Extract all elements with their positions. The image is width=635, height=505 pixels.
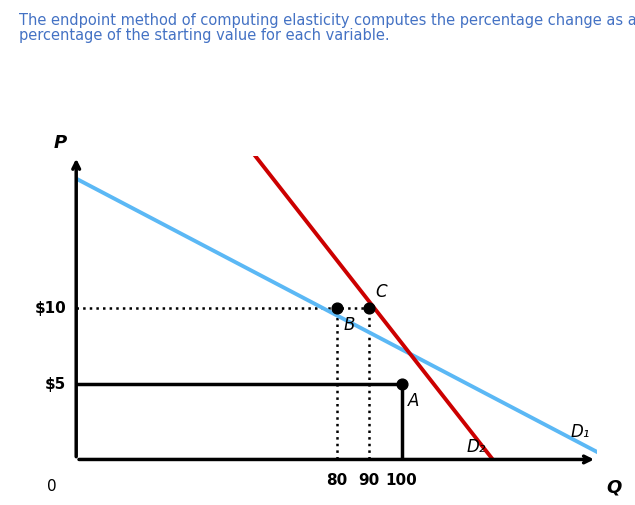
Point xyxy=(364,304,374,312)
Text: 0: 0 xyxy=(47,478,57,493)
Text: B: B xyxy=(343,316,354,334)
Text: Q: Q xyxy=(606,478,622,496)
Text: 100: 100 xyxy=(385,472,417,487)
Text: D₂: D₂ xyxy=(467,437,486,455)
Point xyxy=(331,304,342,312)
Text: P: P xyxy=(53,134,67,152)
Text: 90: 90 xyxy=(359,472,380,487)
Text: $5: $5 xyxy=(45,376,67,391)
Text: D₁: D₁ xyxy=(571,422,591,440)
Text: $10: $10 xyxy=(35,300,67,316)
Text: percentage of the starting value for each variable.: percentage of the starting value for eac… xyxy=(19,28,390,43)
Text: A: A xyxy=(408,391,420,410)
Text: The endpoint method of computing elasticity computes the percentage change as a: The endpoint method of computing elastic… xyxy=(19,13,635,28)
Point xyxy=(396,380,406,388)
Text: C: C xyxy=(375,282,387,300)
Text: 80: 80 xyxy=(326,472,347,487)
